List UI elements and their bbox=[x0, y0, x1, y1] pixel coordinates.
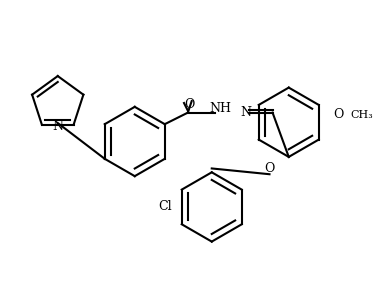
Text: O: O bbox=[184, 98, 195, 112]
Text: O: O bbox=[264, 162, 275, 175]
Text: CH₃: CH₃ bbox=[350, 110, 373, 119]
Text: O: O bbox=[334, 108, 344, 121]
Text: N: N bbox=[240, 106, 251, 119]
Text: NH: NH bbox=[209, 102, 232, 115]
Text: Cl: Cl bbox=[159, 200, 172, 213]
Text: N: N bbox=[52, 120, 63, 133]
